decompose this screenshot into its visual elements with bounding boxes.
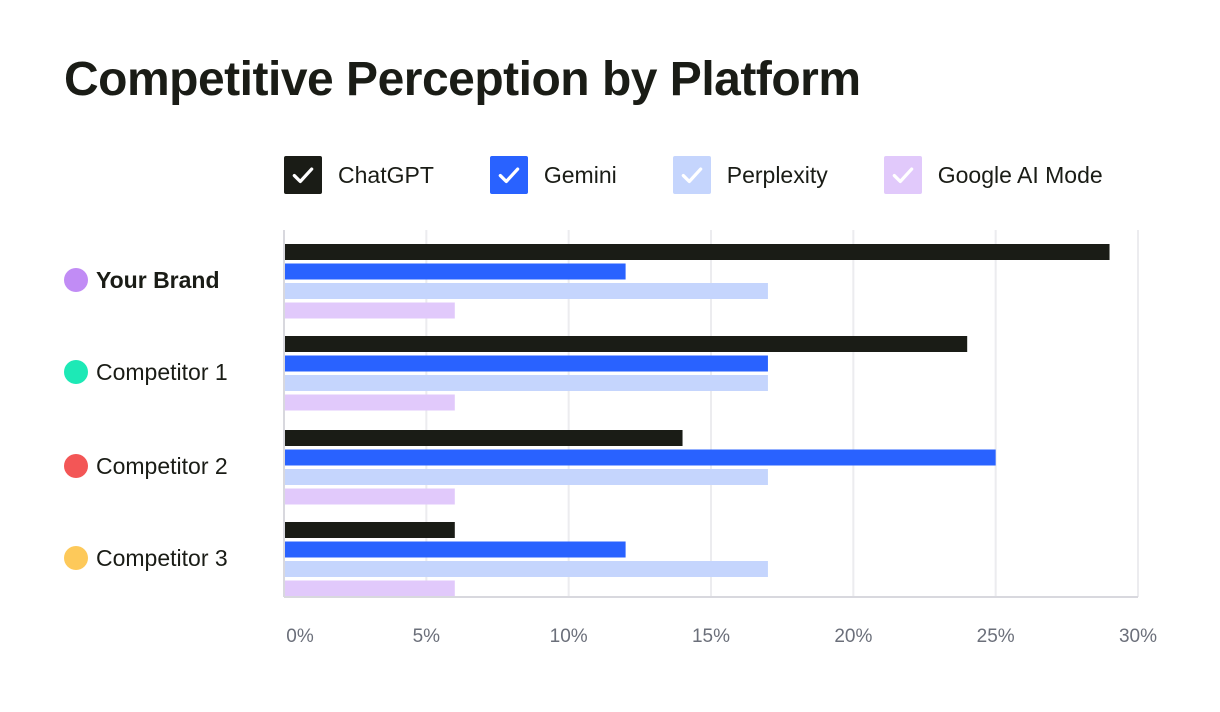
- legend-item-gemini[interactable]: Gemini: [489, 156, 617, 194]
- category-dot: [64, 268, 88, 292]
- bar: [284, 394, 455, 411]
- x-tick-label: 0%: [286, 626, 314, 647]
- x-tick-label: 10%: [550, 626, 588, 647]
- bar: [284, 449, 996, 466]
- bar: [284, 355, 768, 372]
- category-dot: [64, 546, 88, 570]
- category-label: Competitor 2: [96, 453, 228, 479]
- bar: [284, 522, 455, 538]
- bar: [284, 561, 768, 577]
- category-dot: [64, 360, 88, 384]
- chart-title: Competitive Perception by Platform: [64, 53, 861, 106]
- legend-item-perplexity[interactable]: Perplexity: [672, 156, 828, 194]
- bar: [284, 244, 1110, 260]
- x-tick-label: 5%: [413, 626, 441, 647]
- bar: [284, 488, 455, 505]
- x-tick-label: 25%: [977, 626, 1015, 647]
- category-label: Competitor 3: [96, 545, 228, 571]
- checkbox-icon[interactable]: [883, 156, 922, 194]
- bar: [284, 469, 768, 485]
- legend-item-google-ai-mode[interactable]: Google AI Mode: [883, 156, 1103, 194]
- legend-label: Gemini: [543, 161, 617, 188]
- checkbox-icon[interactable]: [284, 156, 322, 194]
- bar: [284, 263, 626, 280]
- category-dot: [64, 454, 88, 478]
- legend-label: ChatGPT: [338, 161, 434, 188]
- checkbox-icon[interactable]: [672, 156, 711, 194]
- legend-item-chatgpt[interactable]: ChatGPT: [284, 156, 434, 194]
- bar: [284, 580, 455, 597]
- x-tick-label: 30%: [1119, 626, 1157, 647]
- bar: [284, 541, 626, 558]
- checkbox-icon[interactable]: [489, 156, 528, 194]
- bar: [284, 336, 968, 352]
- legend-label: Perplexity: [726, 161, 828, 188]
- legend-label: Google AI Mode: [937, 161, 1103, 188]
- bar: [284, 302, 455, 319]
- bar: [284, 283, 768, 299]
- x-tick-label: 15%: [692, 626, 730, 647]
- chart-legend: ChatGPT Gemini Perplexity Google AI Mode: [284, 156, 1103, 194]
- category-label: Competitor 1: [96, 359, 228, 385]
- category-label: Your Brand: [96, 267, 220, 293]
- bar: [284, 430, 683, 446]
- x-tick-label: 20%: [834, 626, 872, 647]
- bar: [284, 375, 768, 391]
